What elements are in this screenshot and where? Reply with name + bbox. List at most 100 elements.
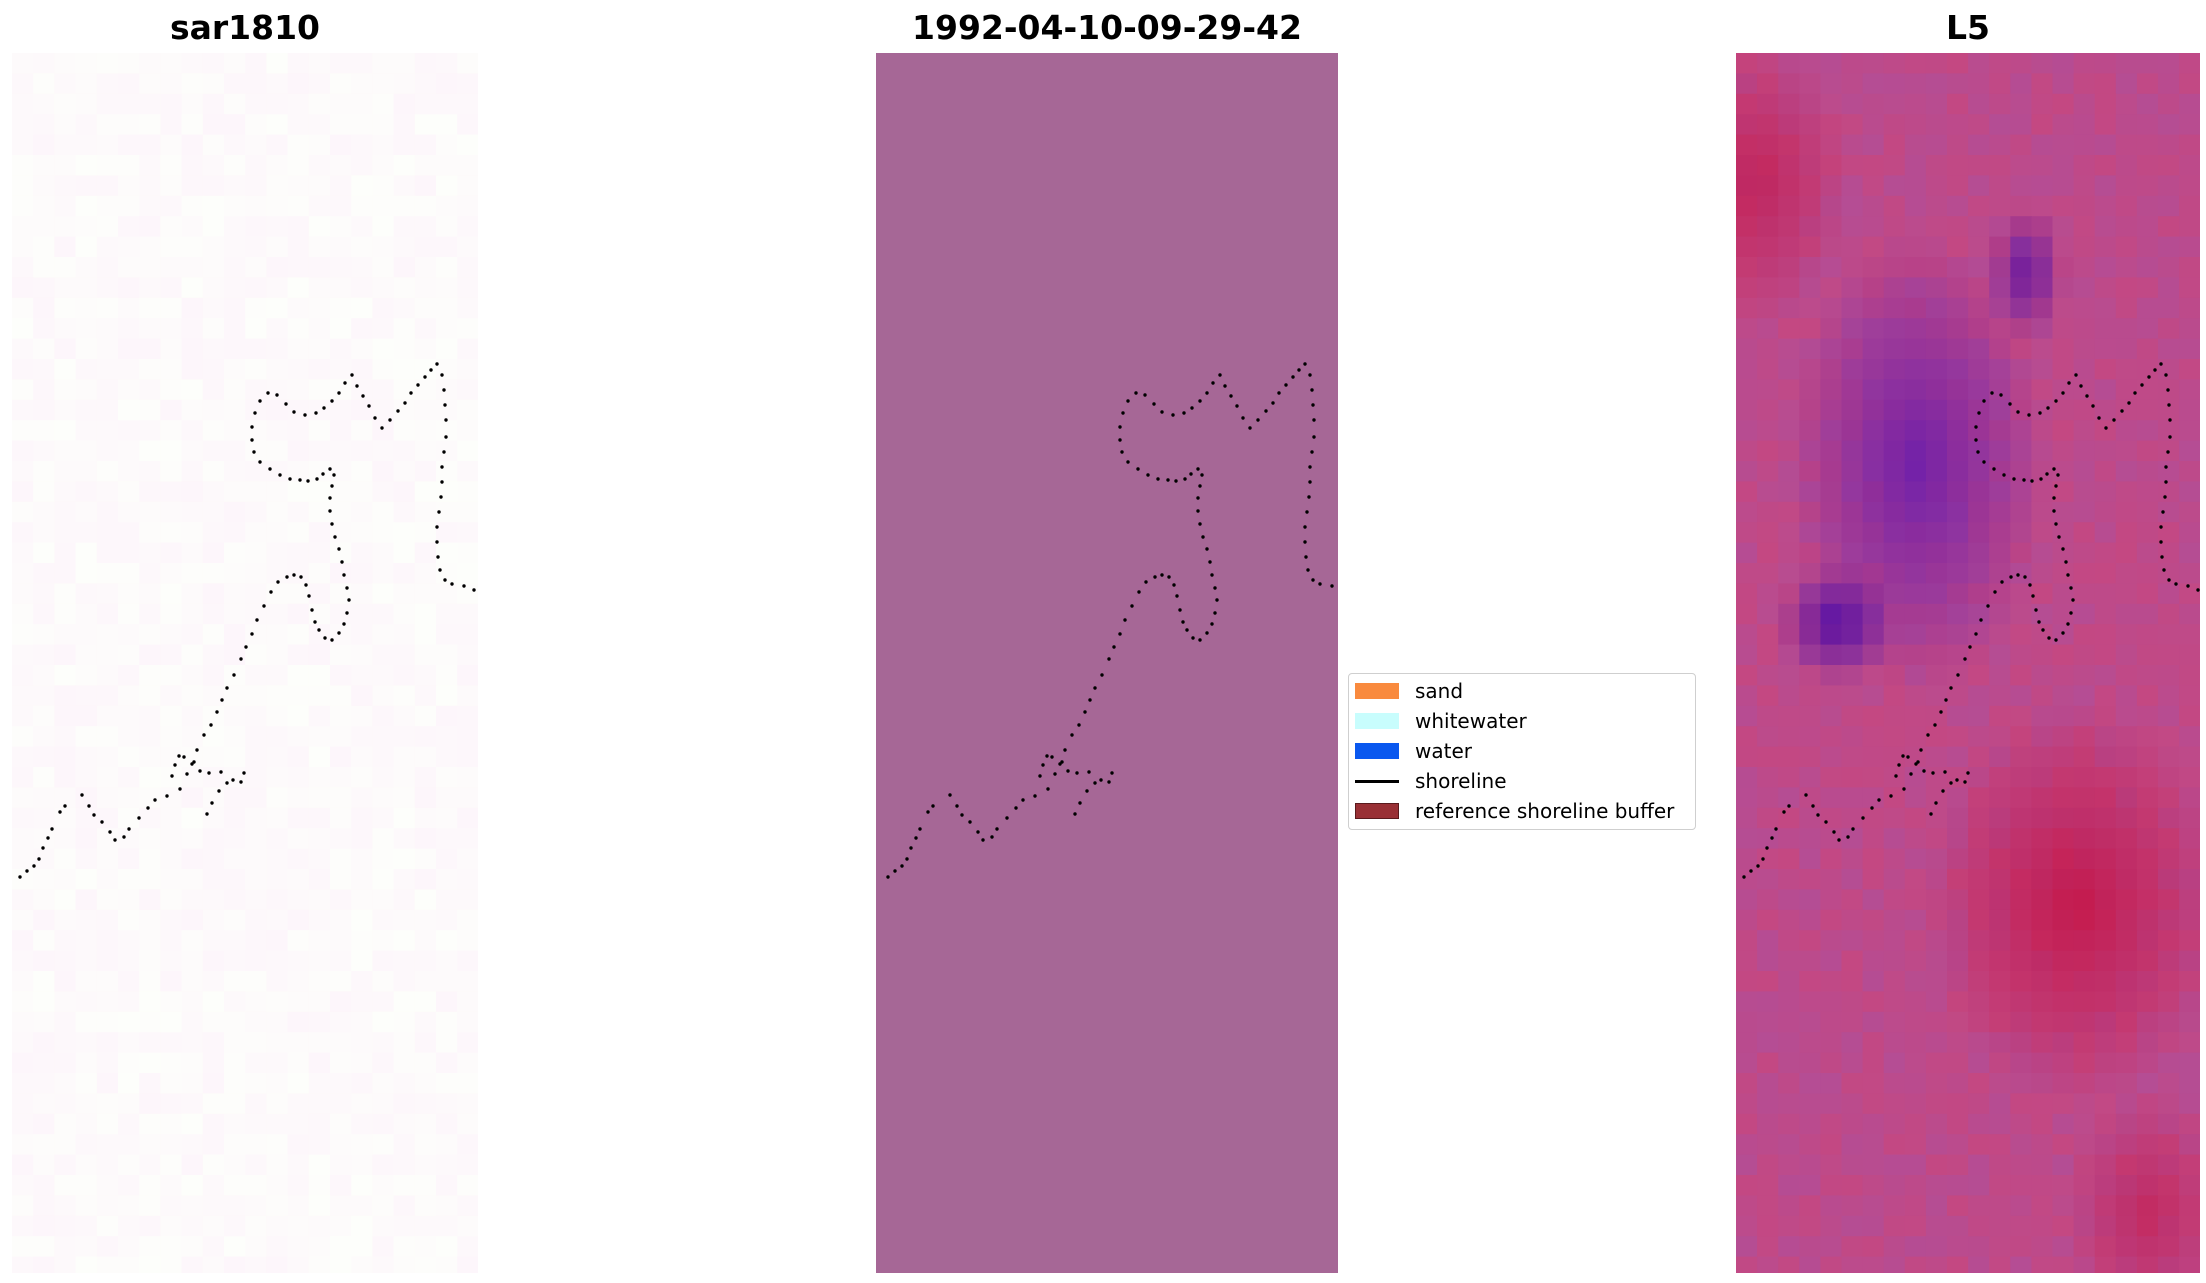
- image-pixel: [2136, 1011, 2159, 1033]
- image-pixel: [2136, 624, 2159, 646]
- image-pixel: [1841, 522, 1864, 544]
- image-pixel: [1841, 1011, 1864, 1033]
- image-pixel: [1757, 1093, 1779, 1115]
- shoreline-point: [1110, 771, 1114, 775]
- image-pixel: [54, 746, 77, 768]
- image-pixel: [266, 1215, 289, 1237]
- shoreline-point: [1330, 584, 1334, 588]
- image-pixel: [1989, 542, 2011, 564]
- image-pixel: [12, 1011, 34, 1033]
- image-pixel: [2094, 53, 2117, 74]
- image-pixel: [351, 481, 373, 503]
- image-pixel: [1757, 195, 1779, 217]
- image-pixel: [1904, 705, 1927, 727]
- image-pixel: [1778, 624, 1800, 646]
- image-pixel: [2073, 379, 2096, 401]
- image-pixel: [33, 603, 55, 625]
- image-pixel: [75, 726, 98, 748]
- image-pixel: [414, 583, 437, 605]
- image-pixel: [2031, 869, 2054, 890]
- image-pixel: [1989, 1215, 2011, 1237]
- image-pixel: [1904, 73, 1927, 95]
- image-pixel: [1862, 563, 1885, 584]
- image-pixel: [202, 767, 225, 788]
- image-pixel: [2010, 420, 2032, 442]
- image-pixel: [1947, 1215, 1969, 1237]
- shoreline-point: [1120, 450, 1124, 454]
- image-pixel: [33, 1032, 55, 1054]
- image-pixel: [1883, 869, 1906, 890]
- shoreline-point: [2174, 582, 2178, 586]
- image-pixel: [75, 869, 98, 890]
- image-pixel: [330, 1011, 352, 1033]
- image-pixel: [75, 746, 98, 768]
- image-pixel: [245, 277, 267, 299]
- image-pixel: [96, 379, 119, 401]
- shoreline-point: [1944, 698, 1948, 702]
- image-pixel: [75, 114, 98, 136]
- shoreline-point: [231, 778, 235, 782]
- image-pixel: [351, 685, 373, 707]
- image-pixel: [457, 359, 478, 380]
- image-pixel: [1947, 114, 1969, 136]
- image-pixel: [1904, 685, 1927, 707]
- image-pixel: [457, 175, 478, 197]
- image-pixel: [139, 359, 161, 380]
- image-pixel: [436, 155, 458, 176]
- image-pixel: [1925, 1113, 1948, 1135]
- image-pixel: [1883, 359, 1906, 380]
- image-pixel: [1862, 971, 1885, 992]
- image-pixel: [139, 155, 161, 176]
- image-pixel: [1862, 787, 1885, 809]
- image-pixel: [202, 1052, 225, 1074]
- image-pixel: [118, 869, 140, 890]
- image-pixel: [1736, 603, 1758, 625]
- image-pixel: [2031, 1195, 2054, 1217]
- image-pixel: [1778, 1236, 1800, 1258]
- shoreline-point: [278, 473, 282, 477]
- image-pixel: [351, 746, 373, 768]
- image-pixel: [266, 481, 289, 503]
- image-pixel: [2073, 828, 2096, 850]
- image-pixel: [2031, 1175, 2054, 1196]
- image-pixel: [96, 767, 119, 788]
- image-pixel: [351, 726, 373, 748]
- image-pixel: [1989, 420, 2011, 442]
- image-pixel: [1989, 1154, 2011, 1176]
- image-pixel: [1778, 685, 1800, 707]
- image-pixel: [266, 93, 289, 115]
- image-pixel: [308, 1256, 331, 1273]
- image-pixel: [2052, 971, 2075, 992]
- image-pixel: [12, 216, 34, 238]
- image-pixel: [1883, 1154, 1906, 1176]
- image-pixel: [2136, 297, 2159, 319]
- image-pixel: [1736, 644, 1758, 666]
- image-pixel: [2073, 1032, 2096, 1054]
- image-pixel: [2115, 53, 2138, 74]
- image-pixel: [2031, 338, 2054, 360]
- image-pixel: [1757, 1052, 1779, 1074]
- image-pixel: [2136, 889, 2159, 911]
- image-pixel: [1947, 644, 1969, 666]
- image-pixel: [139, 848, 161, 870]
- image-pixel: [2073, 1134, 2096, 1156]
- image-pixel: [1947, 828, 1969, 850]
- image-pixel: [1799, 624, 1821, 646]
- image-pixel: [308, 1113, 331, 1135]
- image-pixel: [2052, 195, 2075, 217]
- image-pixel: [457, 216, 478, 238]
- image-pixel: [1757, 930, 1779, 952]
- shoreline-point: [443, 578, 447, 582]
- image-pixel: [139, 114, 161, 136]
- image-pixel: [139, 726, 161, 748]
- image-pixel: [12, 624, 34, 646]
- image-pixel: [2158, 501, 2180, 523]
- image-pixel: [1904, 1052, 1927, 1074]
- shoreline-point: [1093, 781, 1097, 785]
- image-pixel: [1820, 440, 1843, 462]
- image-pixel: [202, 828, 225, 850]
- image-pixel: [181, 114, 204, 136]
- image-pixel: [224, 134, 246, 156]
- image-pixel: [308, 420, 331, 442]
- image-pixel: [1862, 440, 1885, 462]
